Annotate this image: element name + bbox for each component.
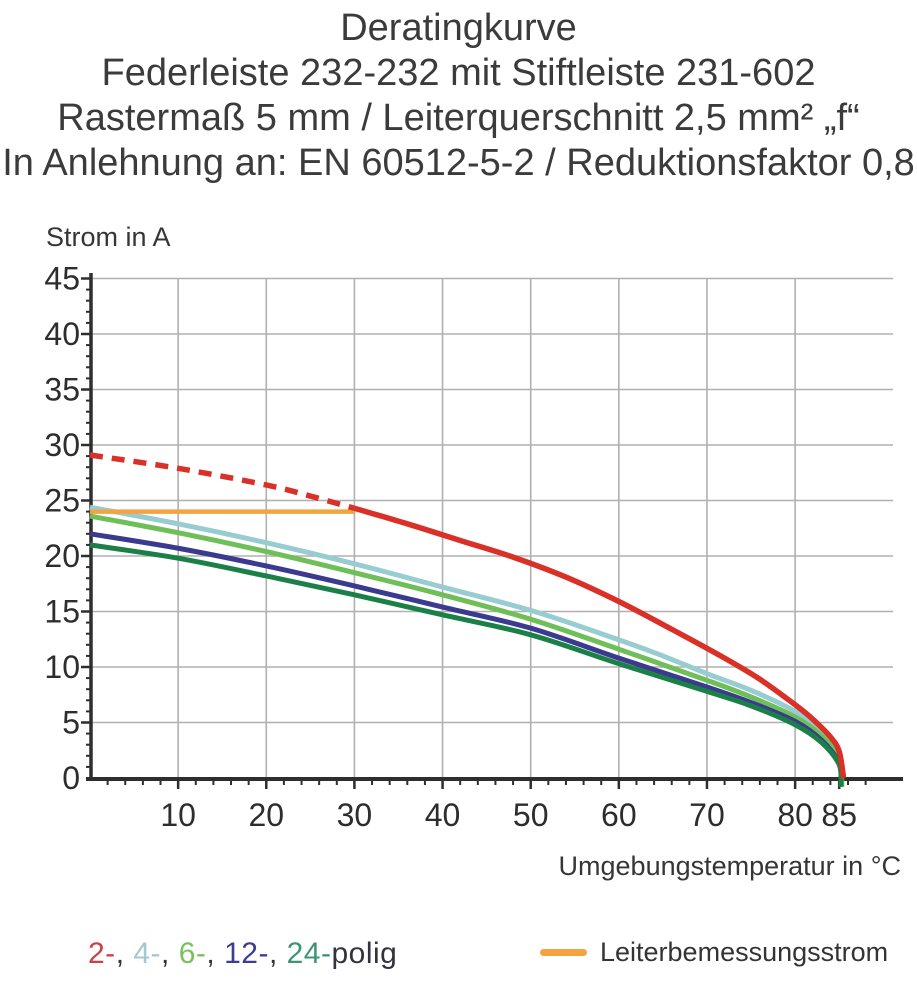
x-axis-title: Umgebungstemperatur in °C [558,851,901,881]
y-tick-label: 20 [44,538,80,574]
y-tick-label: 40 [44,316,80,352]
y-tick-label: 15 [44,594,80,630]
y-tick-label: 10 [44,649,80,685]
derating-curve-chart: 0 5 10 15 20 25 30 35 40 45 10 20 30 40 50 60 70 80 85 [44,261,903,834]
curve-2-polig [353,505,847,779]
x-tick-label: 30 [337,797,373,833]
x-tick-label: 40 [425,797,461,833]
y-tick-label: 0 [62,760,80,796]
legend-separator: , [206,937,225,970]
x-tick-label: 10 [160,797,196,833]
legend-pole-item: 4- [133,937,162,970]
legend-pole-item: 6- [178,937,207,970]
y-tick-label: 25 [44,483,80,519]
chart-subtitle-product: Federleiste 232-232 mit Stiftleiste 231-… [101,52,816,94]
rated-current-label: Leiterbemessungsstrom [600,937,889,967]
y-axis-title: Strom in A [46,222,171,252]
x-tick-label: 80 [777,797,813,833]
tick-labels-layer: 0 5 10 15 20 25 30 35 40 45 10 20 30 40 50 60 70 80 85 [44,261,857,834]
curve-4-polig [89,504,845,779]
legend-pole-item: 12- [224,937,269,970]
y-tick-label: 30 [44,427,80,463]
x-tick-label: 70 [689,797,725,833]
curves-layer [89,452,847,788]
legend-separator: , [268,937,287,970]
chart-subtitle-norm: In Anlehnung an: EN 60512-5-2 / Reduktio… [2,142,915,184]
curve-24-polig [89,542,844,788]
chart-subtitle-spec: Rastermaß 5 mm / Leiterquerschnitt 2,5 m… [57,97,860,139]
x-tick-label: 20 [248,797,284,833]
legend-pole-suffix: polig [331,937,398,970]
grid-layer [90,277,893,778]
legend-pole-item: 24- [286,937,332,970]
axes-layer [81,273,903,789]
chart-header: Deratingkurve Federleiste 232-232 mit St… [0,6,917,186]
x-tick-label: 85 [821,797,857,833]
y-tick-label: 35 [44,372,80,408]
rated-current-line-swatch [540,949,587,956]
legend-separator: , [115,937,134,970]
x-tick-label: 50 [513,797,549,833]
legend-row: 2-, 4-, 6-, 12-, 24-polig Leiterbemessun… [0,937,917,987]
y-tick-label: 5 [62,705,80,741]
y-tick-label: 45 [44,261,80,297]
poles-legend: 2-, 4-, 6-, 12-, 24-polig [88,937,397,971]
legend-pole-item: 2- [88,937,116,970]
legend-separator: , [161,937,179,970]
curve-2-polig-gestrichelt [89,452,356,511]
rated-current-legend: Leiterbemessungsstrom [540,937,888,968]
curve-6-polig [89,513,845,788]
chart-title: Deratingkurve [340,7,577,49]
curve-12-polig [89,531,844,779]
x-tick-label: 60 [601,797,637,833]
